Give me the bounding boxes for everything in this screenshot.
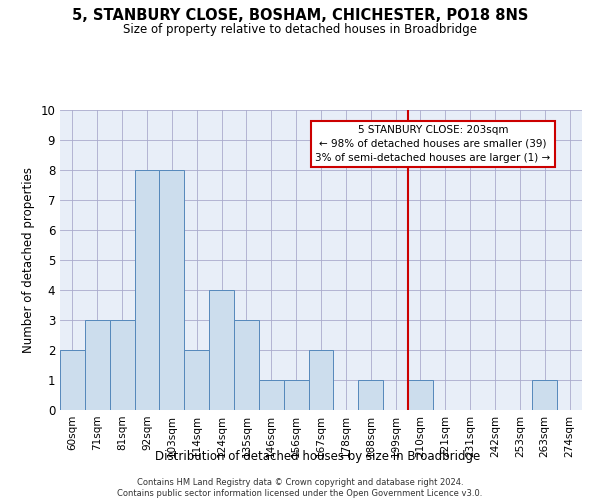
Bar — [184, 350, 209, 410]
Bar — [85, 320, 110, 410]
Bar — [308, 350, 334, 410]
Bar — [209, 290, 234, 410]
Text: Distribution of detached houses by size in Broadbridge: Distribution of detached houses by size … — [155, 450, 481, 463]
Bar — [60, 350, 85, 410]
Bar — [234, 320, 259, 410]
Bar — [358, 380, 383, 410]
Text: Contains HM Land Registry data © Crown copyright and database right 2024.
Contai: Contains HM Land Registry data © Crown c… — [118, 478, 482, 498]
Text: 5, STANBURY CLOSE, BOSHAM, CHICHESTER, PO18 8NS: 5, STANBURY CLOSE, BOSHAM, CHICHESTER, P… — [72, 8, 528, 22]
Bar — [284, 380, 308, 410]
Bar — [160, 170, 184, 410]
Text: 5 STANBURY CLOSE: 203sqm
← 98% of detached houses are smaller (39)
3% of semi-de: 5 STANBURY CLOSE: 203sqm ← 98% of detach… — [315, 125, 550, 163]
Text: Size of property relative to detached houses in Broadbridge: Size of property relative to detached ho… — [123, 22, 477, 36]
Bar — [134, 170, 160, 410]
Bar — [259, 380, 284, 410]
Bar — [408, 380, 433, 410]
Y-axis label: Number of detached properties: Number of detached properties — [22, 167, 35, 353]
Bar — [110, 320, 134, 410]
Bar — [532, 380, 557, 410]
